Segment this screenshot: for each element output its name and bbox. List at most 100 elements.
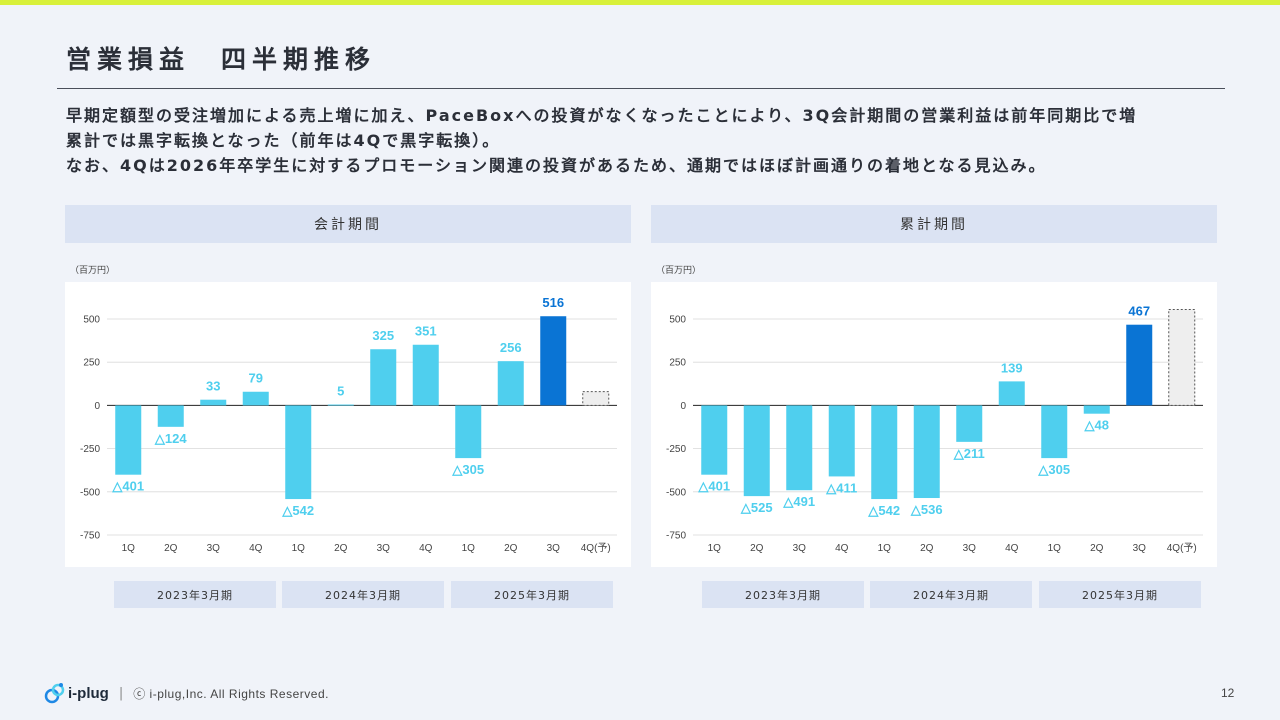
top-accent-bar [0, 0, 1280, 5]
bar-forecast [582, 391, 610, 406]
x-tick-label: 2Q [750, 543, 764, 554]
x-tick-label: 3Q [963, 543, 977, 554]
x-tick-label: 3Q [1133, 543, 1147, 554]
data-label: 467 [1128, 304, 1150, 319]
data-label: △542 [867, 503, 900, 518]
bar [540, 316, 567, 406]
x-tick-label: 1Q [708, 543, 722, 554]
data-label: △542 [281, 503, 314, 518]
period-label-fy2024-cumulative: 2024年3月期 [870, 581, 1032, 608]
x-tick-label: 2Q [1090, 543, 1104, 554]
x-tick-label: 1Q [292, 543, 306, 554]
data-label: △401 [111, 479, 144, 494]
bar [455, 405, 482, 459]
chart-quarterly: 500 250 0 -250 -500 -750 1Q △401 2Q △124 3Q 33 4Q 79 1… [65, 282, 631, 567]
bar [1083, 405, 1110, 414]
bar [956, 405, 983, 442]
period-label-fy2025: 2025年3月期 [451, 581, 613, 608]
period-label-fy2023-cumulative: 2023年3月期 [702, 581, 864, 608]
x-tick-label: 3Q [207, 543, 221, 554]
bar [871, 405, 898, 500]
description-line-2: 累計では黒字転換となった（前年は4Qで黒字転換）。 [66, 131, 501, 150]
bar [1126, 324, 1153, 406]
bar [786, 405, 813, 491]
page-title: 営業損益 四半期推移 [66, 45, 377, 74]
y-tick-label: -750 [666, 531, 686, 542]
x-tick-label: 1Q [878, 543, 892, 554]
data-label: 351 [415, 324, 437, 339]
bar [412, 344, 439, 406]
data-label: 79 [249, 371, 263, 386]
data-label: △401 [697, 479, 730, 494]
x-tick-label: 1Q [1048, 543, 1062, 554]
bar [285, 405, 312, 500]
bar [370, 349, 397, 406]
x-tick-label: 4Q [419, 543, 433, 554]
bar [200, 399, 227, 406]
description: 早期定額型の受注増加による売上増に加え、PaceBoxへの投資がなくなったことに… [66, 103, 1280, 178]
data-label: 256 [500, 340, 522, 355]
x-tick-label: 2Q [164, 543, 178, 554]
chart-cumulative-svg: 500 250 0 -250 -500 -750 1Q △401 2Q △525 3Q △491 4Q △… [666, 304, 1203, 554]
i-plug-logo-icon [44, 683, 65, 704]
chart-cumulative: 500 250 0 -250 -500 -750 1Q △401 2Q △525 3Q △491 4Q △… [651, 282, 1217, 567]
x-tick-label: 4Q [1005, 543, 1019, 554]
period-label-fy2023: 2023年3月期 [114, 581, 276, 608]
copyright-text: ⓒ i-plug,Inc. All Rights Reserved. [133, 686, 329, 701]
data-label: △525 [740, 500, 773, 515]
bar [743, 405, 770, 497]
page-number: 12 [1221, 686, 1235, 700]
bar [998, 381, 1025, 406]
logo-text: i-plug [68, 684, 109, 702]
y-tick-label: 500 [83, 315, 100, 326]
x-tick-label: 2Q [334, 543, 348, 554]
unit-label-quarterly: （百万円） [70, 266, 116, 276]
y-tick-label: 0 [94, 401, 100, 412]
x-tick-label: 1Q [462, 543, 476, 554]
bar [115, 405, 142, 475]
unit-label-cumulative: （百万円） [656, 266, 702, 276]
data-label: 325 [372, 328, 394, 343]
data-label: △48 [1084, 418, 1109, 433]
bar [157, 405, 184, 427]
data-label: △536 [910, 502, 943, 517]
x-tick-label: 4Q [249, 543, 263, 554]
chart-quarterly-svg: 500 250 0 -250 -500 -750 1Q △401 2Q △124 3Q 33 4Q 79 1… [80, 295, 617, 554]
y-tick-label: -500 [666, 487, 686, 498]
panel-title-quarterly: 会計期間 [65, 205, 631, 243]
y-tick-label: -250 [80, 444, 100, 455]
title-divider [57, 88, 1225, 89]
x-tick-label: 4Q(予) [1167, 542, 1197, 554]
x-tick-label: 2Q [920, 543, 934, 554]
bar-forecast [1168, 308, 1196, 406]
data-label: △124 [154, 431, 187, 446]
data-label: 5 [337, 384, 344, 399]
x-tick-label: 3Q [547, 543, 561, 554]
y-tick-label: -750 [80, 531, 100, 542]
data-label: △305 [1037, 462, 1070, 477]
footer-separator: | [118, 685, 124, 701]
x-tick-label: 1Q [122, 543, 136, 554]
bar [913, 405, 940, 499]
data-label: 33 [206, 379, 220, 394]
bar [327, 404, 354, 406]
y-tick-label: -250 [666, 444, 686, 455]
data-label: △491 [782, 494, 815, 509]
data-label: △211 [953, 446, 985, 461]
y-tick-label: -500 [80, 487, 100, 498]
data-label: △305 [451, 462, 484, 477]
data-label: △411 [825, 480, 857, 495]
bar [1041, 405, 1068, 459]
x-tick-label: 4Q(予) [581, 542, 611, 554]
bar [497, 361, 524, 406]
data-label: 516 [542, 295, 564, 310]
y-tick-label: 500 [669, 315, 686, 326]
period-label-fy2025-cumulative: 2025年3月期 [1039, 581, 1201, 608]
x-tick-label: 3Q [377, 543, 391, 554]
bar [828, 405, 855, 477]
x-tick-label: 2Q [504, 543, 518, 554]
data-label: 139 [1001, 360, 1023, 375]
y-tick-label: 250 [669, 358, 686, 369]
footer: i-plug | ⓒ i-plug,Inc. All Rights Reserv… [44, 682, 329, 704]
period-label-fy2024: 2024年3月期 [282, 581, 444, 608]
